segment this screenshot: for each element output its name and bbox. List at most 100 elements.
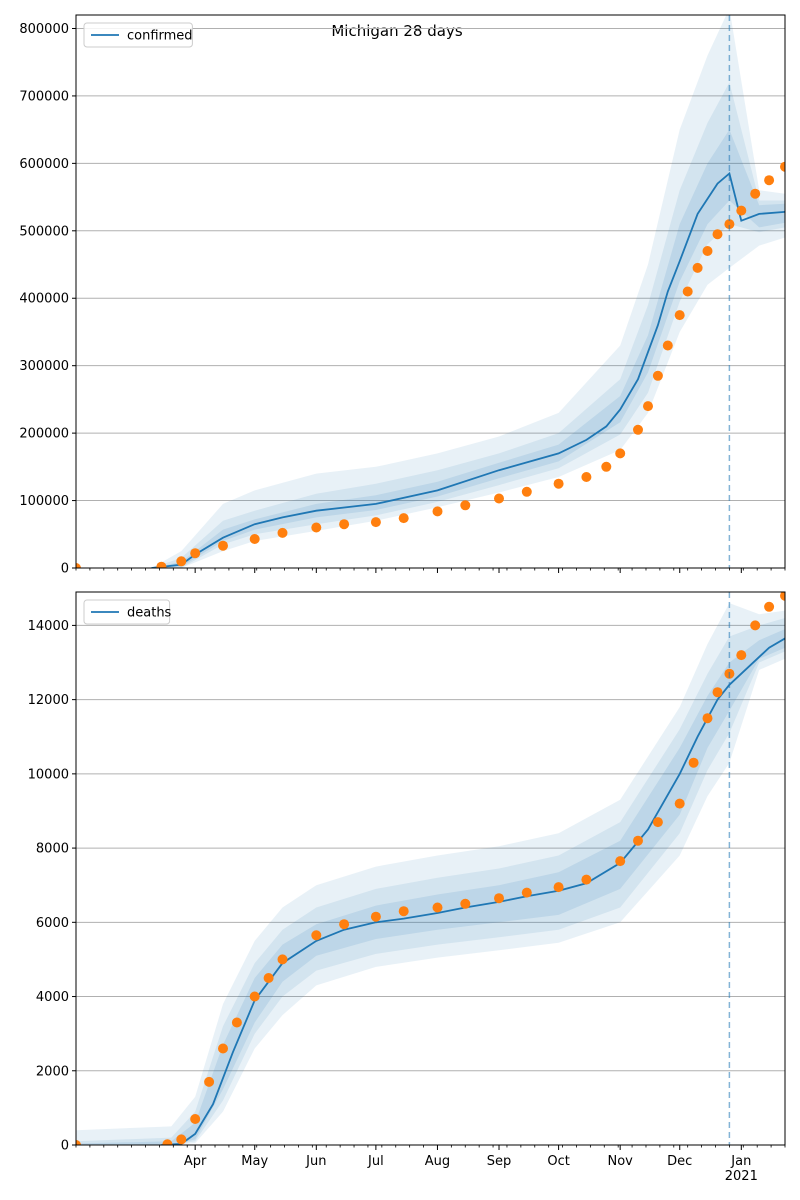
y-tick-label: 10000 (28, 767, 69, 782)
observed-point (692, 262, 703, 273)
model-line (161, 637, 785, 1145)
observed-point (156, 561, 167, 568)
observed-point (277, 954, 288, 965)
observed-point (218, 1043, 228, 1054)
observed-point (162, 1139, 173, 1145)
observed-point (263, 973, 274, 983)
observed-point (398, 906, 409, 917)
observed-point (460, 500, 471, 511)
x-tick-label: Apr (184, 1154, 207, 1169)
observed-point (702, 713, 713, 724)
observed-point (553, 478, 564, 489)
x-tick-label: Jun (305, 1154, 326, 1169)
observed-point (231, 1017, 242, 1028)
x-tick-label: Dec (667, 1154, 692, 1169)
observed-point (432, 902, 443, 913)
y-tick-label: 0 (61, 1139, 69, 1154)
observed-point (521, 486, 532, 497)
y-tick-label: 6000 (36, 916, 69, 931)
x-tick-label: Jul (367, 1154, 384, 1169)
observed-point (633, 835, 643, 846)
observed-point (76, 563, 81, 568)
y-tick-label: 8000 (36, 842, 69, 857)
x-tick-label: 2021 (725, 1169, 758, 1184)
observed-point (581, 472, 592, 482)
plot-area (76, 15, 785, 568)
y-tick-label: 0 (61, 562, 69, 577)
observed-point (674, 798, 685, 809)
uncertainty-band-mid (76, 618, 785, 1145)
observed-point (190, 548, 201, 559)
observed-point (736, 650, 747, 661)
confirmed-panel: 0 100000 200000 300000 400000 500000 600000 700… (19, 14, 786, 577)
y-tick-label: 800000 (19, 22, 69, 37)
observed-point (581, 874, 592, 885)
observed-point (615, 856, 626, 867)
observed-point (682, 286, 693, 297)
observed-point (615, 448, 626, 459)
observed-point (339, 519, 350, 530)
y-tick-label: 200000 (19, 427, 69, 442)
axes-frame (75, 14, 786, 569)
observed-point (764, 175, 775, 186)
observed-point (218, 540, 228, 551)
legend-label: deaths (127, 606, 172, 621)
observed-point (339, 919, 350, 930)
observed-point (764, 601, 775, 612)
y-tick-label: 100000 (19, 494, 69, 509)
uncertainty-band-outer (76, 603, 785, 1145)
y-tick-label: 300000 (19, 359, 69, 374)
observed-point (652, 370, 663, 381)
y-tick-label: 2000 (36, 1064, 69, 1079)
observed-point (688, 757, 699, 768)
observed-point (204, 1076, 215, 1087)
legend-box (83, 22, 193, 48)
observed-point (460, 898, 471, 909)
observed-point (652, 817, 663, 828)
observed-point (750, 620, 761, 631)
observed-point (277, 527, 288, 538)
observed-point (601, 461, 612, 472)
observed-point (521, 887, 532, 898)
y-tick-label: 4000 (36, 990, 69, 1005)
y-tick-label: 600000 (19, 157, 69, 172)
x-tick-label: Sep (487, 1154, 512, 1169)
observed-point (702, 246, 713, 256)
axes-frame (75, 591, 786, 1146)
observed-point (249, 991, 260, 1002)
observed-point (370, 517, 381, 528)
y-tick-label: 500000 (19, 224, 69, 239)
observed-point (311, 522, 322, 533)
observed-point (674, 310, 685, 321)
observed-point (643, 401, 653, 412)
plot-area (76, 592, 785, 1145)
observed-point (176, 556, 187, 567)
observed-point (432, 506, 443, 517)
observed-point (494, 893, 504, 904)
legend-box (83, 599, 171, 625)
y-tick-label: 12000 (28, 693, 69, 708)
observed-point (76, 1140, 81, 1145)
x-tick-label: May (241, 1154, 268, 1169)
observed-point (780, 161, 785, 172)
observed-point (750, 188, 761, 199)
x-tick-label: Oct (547, 1154, 569, 1169)
observed-point (633, 424, 643, 435)
observed-point (712, 687, 723, 698)
observed-point (724, 219, 735, 230)
observed-point (712, 229, 723, 240)
observed-point (553, 882, 564, 893)
observed-point (311, 930, 322, 941)
x-tick-label: Jan (730, 1154, 751, 1169)
observed-point (370, 911, 381, 922)
y-tick-label: 700000 (19, 89, 69, 104)
model-line (151, 171, 785, 568)
uncertainty-band-outer (151, 15, 785, 568)
figure-title: Michigan 28 days (331, 22, 462, 40)
observed-point (398, 513, 409, 524)
deaths-panel: 0 2000 4000 6000 8000 10000 12000 14000 Apr May Ju… (28, 591, 786, 1184)
observed-point (780, 592, 785, 601)
y-tick-label: 400000 (19, 292, 69, 307)
observed-point (494, 493, 504, 504)
